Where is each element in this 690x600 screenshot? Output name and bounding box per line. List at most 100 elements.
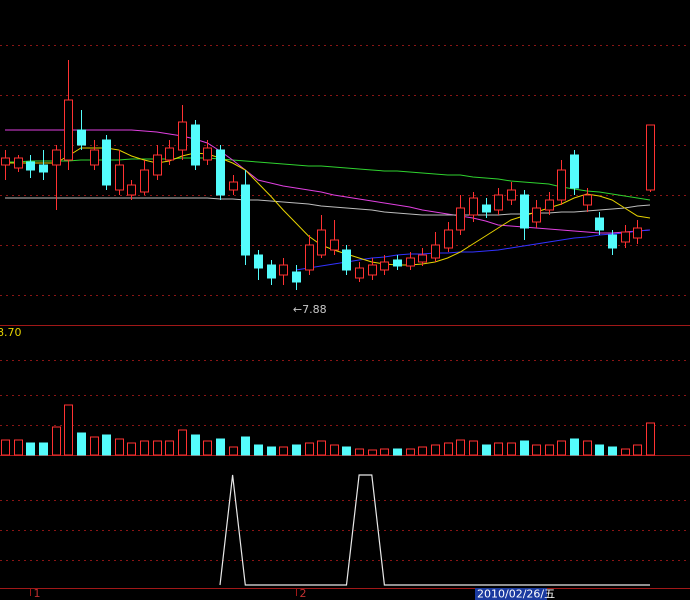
candle-body [444, 229, 453, 249]
candle-body [646, 124, 655, 191]
candle-body [153, 154, 162, 176]
candle-body [330, 239, 339, 251]
volume-bar [115, 438, 124, 456]
candle-body [203, 147, 212, 161]
volume-bar [165, 440, 174, 456]
volume-bar [608, 446, 617, 456]
candle-body [583, 194, 592, 206]
candle-body [633, 227, 642, 239]
candle-body [380, 261, 389, 271]
volume-bar [330, 444, 339, 456]
volume-bar [140, 440, 149, 456]
volume-bar [557, 440, 566, 456]
candle-body [229, 181, 238, 191]
volume-bar [583, 440, 592, 456]
volume-bar [444, 442, 453, 456]
volume-bar [380, 448, 389, 456]
volume-bar [633, 444, 642, 456]
volume-bar [254, 444, 263, 456]
x-tick-label: 2 [300, 587, 307, 600]
volume-bar [26, 442, 35, 456]
candle-body [393, 259, 402, 267]
candle-body [39, 164, 48, 173]
candle-body [317, 229, 326, 256]
volume-bar [355, 448, 364, 456]
volume-bar [64, 404, 73, 456]
level-label: 8.70 [0, 326, 22, 339]
volume-bar [368, 449, 377, 456]
volume-bar [229, 446, 238, 456]
candle-body [241, 184, 250, 256]
lower-grid [0, 360, 690, 561]
candle-body [115, 164, 124, 191]
volume-bar [77, 432, 86, 456]
volume-bar [431, 444, 440, 456]
volume-bar [456, 439, 465, 456]
volume-bar [52, 426, 61, 456]
candle-body [127, 184, 136, 196]
candle-body [494, 194, 503, 211]
volume-bar [406, 448, 415, 456]
indicator-line [219, 474, 650, 586]
candle-body [165, 147, 174, 161]
volume-bar [469, 440, 478, 456]
moving-average-line [295, 229, 651, 271]
low-label: ←7.88 [293, 303, 327, 316]
volume-bar [191, 434, 200, 456]
candle-body [140, 169, 149, 193]
moving-average-line [5, 157, 651, 201]
candle-body [178, 121, 187, 151]
cursor-date-box [475, 588, 547, 600]
candle-body [520, 194, 529, 229]
volume-bar [393, 448, 402, 456]
volume-bar [418, 446, 427, 456]
x-tick-label: 1 [34, 587, 41, 600]
candle-body [469, 197, 478, 216]
candle-body [431, 244, 440, 259]
candle-body [90, 149, 99, 166]
moving-average-line [5, 197, 651, 216]
volume-bar [532, 444, 541, 456]
candle-body [26, 161, 35, 171]
volume-bar [241, 436, 250, 456]
volume-bar [14, 439, 23, 456]
volume-bar [102, 434, 111, 456]
candle-body [418, 254, 427, 263]
cursor-date: 2010/02/26/五 [477, 588, 555, 600]
moving-average-line [5, 129, 651, 234]
candle-body [216, 149, 225, 196]
candle-body [102, 139, 111, 186]
candle-body [254, 254, 263, 269]
volume-bar [1, 439, 10, 456]
volume-bar [646, 422, 655, 456]
volume-bar [482, 444, 491, 456]
candle-body [77, 129, 86, 146]
candle-body [14, 157, 23, 169]
volume-bar [305, 442, 314, 456]
candle-body [305, 244, 314, 271]
candle-body [368, 264, 377, 276]
volume-bar [507, 442, 516, 456]
volume-bar [279, 446, 288, 456]
candle-body [292, 271, 301, 283]
candle-body [52, 149, 61, 166]
candle-body [355, 267, 364, 279]
volume-bar [216, 438, 225, 456]
volume-bar [494, 442, 503, 456]
volume-bar [595, 444, 604, 456]
volume-bar [317, 440, 326, 456]
candle-body [621, 231, 630, 243]
volume-bar [178, 429, 187, 456]
candle-body [570, 154, 579, 189]
candle-body [191, 124, 200, 166]
candle-body [482, 204, 491, 213]
volume-bar [203, 440, 212, 456]
candle-body [608, 234, 617, 249]
candle-body [557, 169, 566, 201]
candle-body [595, 217, 604, 231]
candle-body [267, 264, 276, 279]
volume-bar [292, 444, 301, 456]
candle-body [507, 189, 516, 201]
